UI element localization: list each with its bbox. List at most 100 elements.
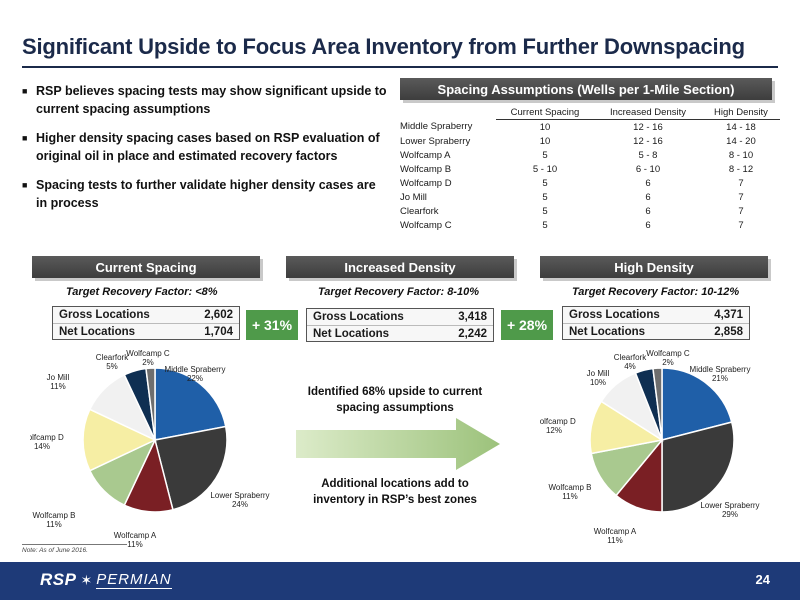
row-label: Wolfcamp B [400, 163, 452, 175]
bullet-list: ■ RSP believes spacing tests may show sig… [22, 82, 387, 223]
table-cell: 7 [738, 205, 744, 217]
table-row: Lower Spraberry 10 12 - 16 14 - 20 [398, 134, 780, 148]
gross-locations-row: Gross Locations 2,602 [59, 309, 233, 321]
table-cell: 6 [645, 191, 651, 203]
table-row: Clearfork 5 6 7 [398, 204, 780, 218]
current-spacing-heading: Current Spacing [32, 256, 260, 278]
table-cell: 12 - 16 [633, 121, 663, 133]
table-cell: 5 [542, 177, 548, 189]
table-cell: 5 [542, 149, 548, 161]
gross-locations-row: Gross Locations 3,418 [313, 311, 487, 323]
table-cell: 7 [738, 219, 744, 231]
pie-data-label: Wolfcamp A 11% [594, 527, 637, 545]
square-bullet-icon: ■ [22, 86, 28, 96]
row-label: Middle Spraberry [400, 121, 473, 133]
net-locations-row: Net Locations 2,242 [307, 325, 493, 341]
pie-data-label: Wolfcamp B 11% [549, 483, 592, 501]
table-cell: 5 - 10 [532, 163, 558, 175]
square-bullet-icon: ■ [22, 180, 28, 190]
net-locations-row: Net Locations 2,858 [563, 323, 749, 339]
current-spacing-pie-chart: Middle Spraberry 22% Lower Spraberry 24% Wol… [30, 350, 270, 549]
table-cell: 7 [738, 191, 744, 203]
page-title: Significant Upside to Focus Area Invento… [22, 34, 745, 59]
row-label: Wolfcamp C [400, 219, 452, 231]
high-density-pie-chart: Middle Spraberry 21% Lower Spraberry 29% Wol… [540, 350, 760, 545]
row-label: Wolfcamp A [400, 149, 451, 161]
table-row: Wolfcamp D 5 6 7 [398, 176, 780, 190]
table-cell: 5 [542, 191, 548, 203]
upside-caption: Identified 68% upside to current spacing… [307, 386, 483, 414]
high-target-recovery: Target Recovery Factor: 10-12% [572, 286, 740, 298]
pie-data-label: Wolfcamp D12% [540, 417, 576, 435]
table-row: Wolfcamp B 5 - 10 6 - 10 8 - 12 [398, 162, 780, 176]
spacing-assumptions-table: Current Spacing Increased Density High D… [398, 106, 780, 232]
high-density-heading: High Density [540, 256, 768, 278]
table-cell: 5 [542, 219, 548, 231]
pie-data-label: Clearfork 4% [614, 353, 647, 371]
footer-bar: RSP ✶ PERMIAN 24 [0, 562, 800, 600]
table-cell: 6 - 10 [635, 163, 661, 175]
right-arrow-icon [296, 418, 500, 470]
star-icon: ✶ [80, 571, 93, 588]
pie-slice [661, 367, 733, 441]
pie-slice [652, 367, 663, 441]
pie-data-label: Jo Mill 11% [47, 373, 70, 391]
net-locations-row: Net Locations 1,704 [53, 323, 239, 339]
pie-data-label: Clearfork 5% [96, 353, 129, 371]
row-label: Lower Spraberry [400, 135, 471, 147]
table-row: Wolfcamp A 5 5 - 8 8 - 10 [398, 148, 780, 162]
pie-data-label: Lower Spraberry 29% [700, 501, 759, 519]
column-header: Current Spacing [496, 106, 594, 120]
column-header: Increased Density [593, 106, 702, 120]
note-divider [22, 544, 127, 545]
table-cell: 14 - 20 [726, 135, 756, 147]
pie-slice [82, 408, 157, 472]
table-cell: 7 [738, 177, 744, 189]
bullet-item: ■ RSP believes spacing tests may show sig… [22, 84, 387, 116]
increased-target-recovery: Target Recovery Factor: 8-10% [318, 286, 479, 298]
pie-data-label: Wolfcamp D14% [30, 433, 64, 451]
table-cell: 6 [645, 219, 651, 231]
pie-data-label: Wolfcamp B 11% [33, 511, 76, 529]
pie-slice [154, 367, 227, 441]
table-cell: 12 - 16 [633, 135, 663, 147]
table-cell: 10 [539, 121, 551, 133]
table-cell: 5 [542, 205, 548, 217]
table-cell: 10 [539, 135, 551, 147]
pie-data-label: Middle Spraberry 21% [690, 365, 751, 383]
increase-badge: + 28% [501, 310, 553, 340]
column-header: High Density [701, 106, 780, 120]
pie-slice [154, 425, 228, 511]
pie-data-label: Wolfcamp C 2% [646, 350, 690, 367]
pie-data-label: Wolfcamp A 11% [114, 531, 157, 549]
increase-badge: + 31% [246, 310, 298, 340]
footnote: Note: As of June 2016. [22, 547, 88, 554]
bullet-item: ■ Higher density spacing cases based on R… [22, 131, 380, 163]
square-bullet-icon: ■ [22, 133, 28, 143]
pie-data-label: Wolfcamp C 2% [126, 350, 170, 367]
pie-data-label: Middle Spraberry 22% [165, 365, 226, 383]
table-cell: 6 [645, 205, 651, 217]
table-cell: 14 - 18 [726, 121, 756, 133]
table-row: Jo Mill 5 6 7 [398, 190, 780, 204]
table-cell: 5 - 8 [638, 149, 658, 161]
high-locations-box: Gross Locations 4,371 Net Locations 2,858 [562, 306, 750, 340]
table-row: Wolfcamp C 5 6 7 [398, 218, 780, 232]
bullet-item: ■ Spacing tests to further validate highe… [22, 178, 376, 210]
increased-density-heading: Increased Density [286, 256, 514, 278]
current-target-recovery: Target Recovery Factor: <8% [66, 286, 218, 298]
table-cell: 8 - 12 [728, 163, 754, 175]
rsp-permian-logo: RSP ✶ PERMIAN [40, 570, 172, 589]
row-label: Clearfork [400, 205, 439, 217]
increased-locations-box: Gross Locations 3,418 Net Locations 2,242 [306, 308, 494, 342]
additional-locations-caption: Additional locations add to inventory in… [313, 478, 477, 506]
pie-data-label: Jo Mill 10% [587, 369, 610, 387]
row-label: Wolfcamp D [400, 177, 452, 189]
row-label: Jo Mill [400, 191, 427, 203]
gross-locations-row: Gross Locations 4,371 [569, 309, 743, 321]
table-cell: 8 - 10 [728, 149, 754, 161]
pie-slice [661, 421, 735, 513]
table-row: Middle Spraberry 10 12 - 16 14 - 18 [398, 120, 780, 135]
pie-data-label: Lower Spraberry 24% [210, 491, 269, 509]
spacing-table-heading: Spacing Assumptions (Wells per 1-Mile Se… [400, 78, 772, 100]
